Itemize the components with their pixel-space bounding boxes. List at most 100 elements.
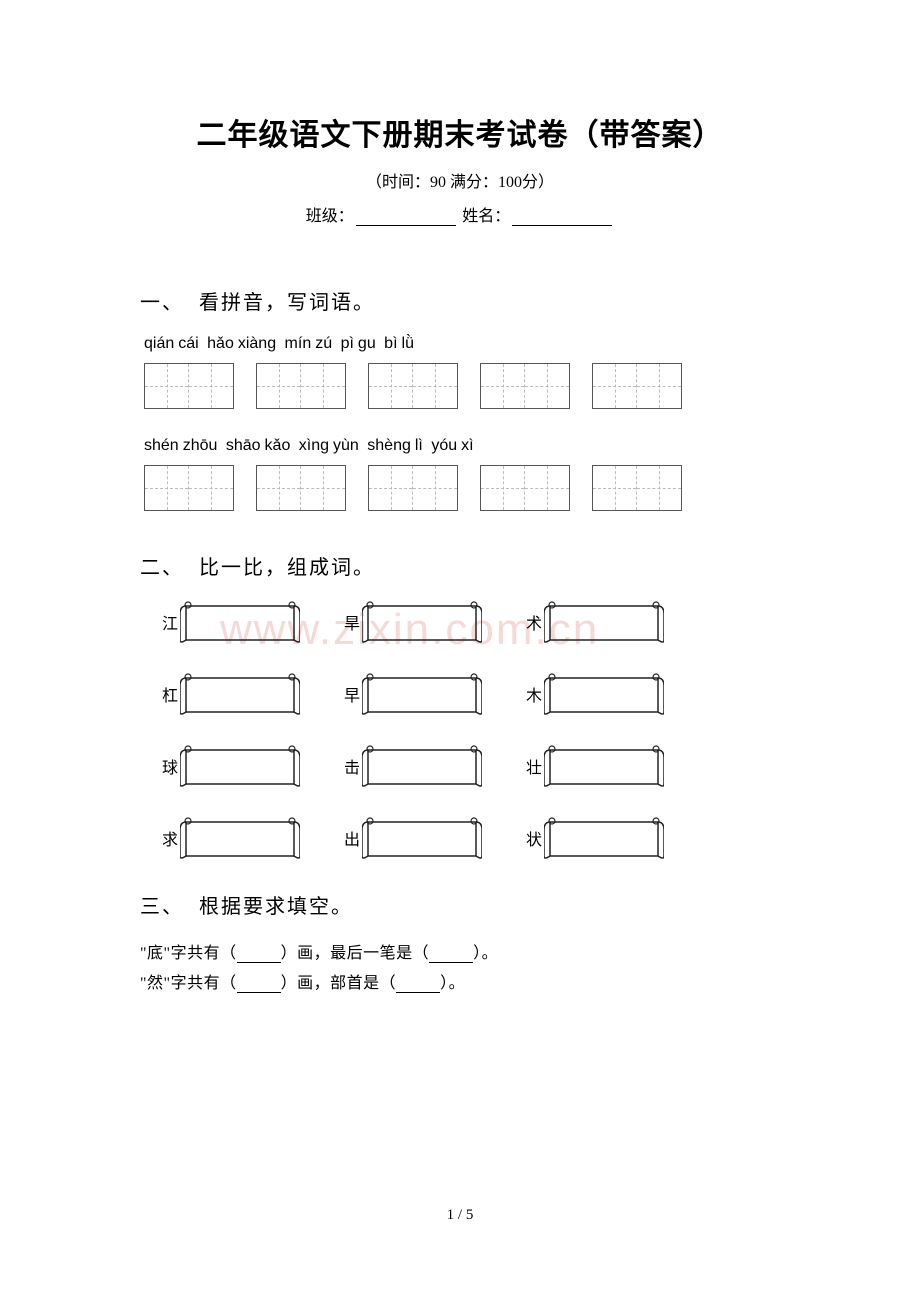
scroll-label: 求: [160, 826, 178, 850]
char-cell[interactable]: [413, 466, 457, 510]
char-cell[interactable]: [593, 364, 637, 408]
scroll-box[interactable]: [180, 672, 300, 716]
scroll-box[interactable]: [362, 744, 482, 788]
scroll-item: 求: [160, 816, 300, 860]
pinyin-syllable: qián: [144, 335, 174, 352]
q2-blank-1[interactable]: [237, 979, 281, 993]
pinyin-syllable: lì: [415, 437, 423, 454]
scroll-label: 壮: [524, 754, 542, 778]
char-cell[interactable]: [145, 364, 189, 408]
char-cell[interactable]: [525, 364, 569, 408]
scroll-item: 木: [524, 672, 664, 716]
pinyin-syllable: cái: [178, 335, 198, 352]
char-box-pair[interactable]: [368, 363, 458, 409]
scroll-box[interactable]: [362, 672, 482, 716]
scroll-row: 球击壮: [160, 744, 780, 788]
char-cell[interactable]: [257, 466, 301, 510]
q1-blank-2[interactable]: [429, 949, 473, 963]
section-1-num: 一、: [140, 292, 184, 314]
scroll-label: 击: [342, 754, 360, 778]
section-2-num: 二、: [140, 557, 184, 579]
name-blank[interactable]: [512, 210, 612, 226]
class-label: 班级：: [306, 208, 354, 225]
scroll-box[interactable]: [362, 600, 482, 644]
page-title: 二年级语文下册期末考试卷（带答案）: [140, 110, 780, 154]
scroll-box[interactable]: [544, 600, 664, 644]
char-cell[interactable]: [189, 364, 233, 408]
pinyin-syllable: zhōu: [183, 437, 218, 454]
class-blank[interactable]: [356, 210, 456, 226]
char-cell[interactable]: [481, 466, 525, 510]
section-1-title: 看拼音，写词语。: [192, 292, 375, 314]
char-cell[interactable]: [301, 466, 345, 510]
char-cell[interactable]: [257, 364, 301, 408]
question-2: "然"字共有（）画，部首是（）。: [140, 969, 780, 993]
pinyin-syllable: gu: [358, 335, 376, 352]
char-box-pair[interactable]: [144, 465, 234, 511]
scroll-box[interactable]: [180, 600, 300, 644]
scroll-label: 木: [524, 682, 542, 706]
char-box-pair[interactable]: [480, 363, 570, 409]
scroll-item: 击: [342, 744, 482, 788]
char-box-pair[interactable]: [480, 465, 570, 511]
char-box-pair[interactable]: [256, 465, 346, 511]
section-3-num: 三、: [140, 896, 184, 918]
pinyin-syllable: xiàng: [238, 335, 276, 352]
char-box-pair[interactable]: [256, 363, 346, 409]
scroll-item: 壮: [524, 744, 664, 788]
scroll-box[interactable]: [180, 744, 300, 788]
time-value: 90: [430, 174, 446, 191]
char-cell[interactable]: [637, 364, 681, 408]
q1-c: ）。: [473, 945, 498, 962]
scroll-item: 状: [524, 816, 664, 860]
pinyin-syllable: mín: [280, 335, 311, 352]
scroll-item: 早: [342, 672, 482, 716]
scroll-label: 出: [342, 826, 360, 850]
scroll-item: 球: [160, 744, 300, 788]
q2-blank-2[interactable]: [396, 979, 440, 993]
scroll-box[interactable]: [544, 672, 664, 716]
char-cell[interactable]: [593, 466, 637, 510]
char-cell[interactable]: [301, 364, 345, 408]
section-1-heading: 一、 看拼音，写词语。: [140, 286, 780, 315]
pinyin-syllable: bì: [380, 335, 398, 352]
char-cell[interactable]: [637, 466, 681, 510]
scroll-box[interactable]: [362, 816, 482, 860]
scroll-box[interactable]: [544, 744, 664, 788]
page-number: 1 / 5: [0, 1207, 920, 1224]
char-cell[interactable]: [189, 466, 233, 510]
pinyin-syllable: hǎo: [203, 335, 234, 352]
scroll-row: 江旱术: [160, 600, 780, 644]
pinyin-syllable: yùn: [333, 437, 359, 454]
scroll-label: 术: [524, 610, 542, 634]
char-cell[interactable]: [525, 466, 569, 510]
scroll-item: 杠: [160, 672, 300, 716]
scroll-label: 江: [160, 610, 178, 634]
char-cell[interactable]: [481, 364, 525, 408]
scroll-row: 求出状: [160, 816, 780, 860]
scroll-item: 术: [524, 600, 664, 644]
pinyin-syllable: zú: [315, 335, 332, 352]
char-box-pair[interactable]: [592, 465, 682, 511]
score-label: 满分：: [446, 174, 498, 191]
char-cell[interactable]: [413, 364, 457, 408]
char-box-pair[interactable]: [368, 465, 458, 511]
question-1: "底"字共有（）画，最后一笔是（）。: [140, 939, 780, 963]
char-cell[interactable]: [145, 466, 189, 510]
boxes-row-1: [144, 363, 780, 409]
scroll-box[interactable]: [180, 816, 300, 860]
q1-blank-1[interactable]: [237, 949, 281, 963]
pinyin-syllable: pì: [336, 335, 354, 352]
scroll-label: 杠: [160, 682, 178, 706]
student-info: 班级： 姓名：: [140, 202, 780, 226]
char-cell[interactable]: [369, 466, 413, 510]
char-box-pair[interactable]: [144, 363, 234, 409]
section-2-title: 比一比，组成词。: [192, 557, 375, 579]
scroll-box[interactable]: [544, 816, 664, 860]
pinyin-syllable: kǎo: [265, 437, 291, 454]
section-3-title: 根据要求填空。: [192, 896, 353, 918]
char-cell[interactable]: [369, 364, 413, 408]
char-box-pair[interactable]: [592, 363, 682, 409]
pinyin-syllable: lǜ: [402, 335, 414, 352]
page-content: 二年级语文下册期末考试卷（带答案） （时间：90 满分：100分） 班级： 姓名…: [0, 0, 920, 993]
